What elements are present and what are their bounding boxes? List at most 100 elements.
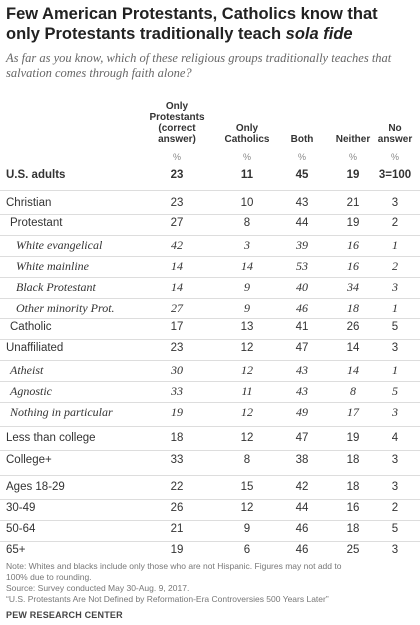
note-line: Note: Whites and blacks include only tho… bbox=[6, 561, 342, 571]
row-divider bbox=[0, 235, 420, 236]
cell-no-answer: 5 bbox=[391, 523, 399, 535]
column-header-line: Both bbox=[290, 134, 314, 145]
cell-no-answer: 5 bbox=[392, 384, 398, 398]
table-row: Other minority Prot. 27 9 46 18 1 bbox=[0, 301, 420, 317]
cell-only-catholics: 8 bbox=[243, 454, 251, 466]
cell-neither: 19 bbox=[346, 169, 360, 181]
title-italic: sola fide bbox=[285, 25, 353, 43]
table-row: Less than college 18 12 47 19 4 bbox=[0, 432, 420, 448]
cell-only-catholics: 6 bbox=[243, 544, 251, 556]
cell-both: 47 bbox=[295, 432, 309, 444]
cell-only-protestants: 30 bbox=[171, 363, 183, 377]
table-row: Atheist 30 12 43 14 1 bbox=[0, 363, 420, 379]
column-header-no-answer: No answer bbox=[360, 123, 420, 145]
table-row: 65+ 19 6 46 25 3 bbox=[0, 544, 420, 560]
cell-no-answer: 5 bbox=[391, 321, 399, 333]
table-row: U.S. adults 23 11 45 19 3=100 bbox=[0, 169, 420, 185]
note-line: 100% due to rounding. bbox=[6, 572, 92, 582]
table-row: Black Protestant 14 9 40 34 3 bbox=[0, 280, 420, 296]
row-label: 50-64 bbox=[6, 523, 36, 535]
row-label: Atheist bbox=[10, 363, 44, 377]
row-label: White mainline bbox=[16, 259, 89, 273]
table-row: Protestant 27 8 44 19 2 bbox=[0, 217, 420, 233]
cell-only-protestants: 33 bbox=[171, 384, 183, 398]
row-divider bbox=[0, 520, 420, 521]
cell-neither: 16 bbox=[347, 259, 359, 273]
cell-only-catholics: 12 bbox=[240, 502, 254, 514]
table-row: 50-64 21 9 46 18 5 bbox=[0, 523, 420, 539]
row-divider bbox=[0, 541, 420, 542]
table-row: Catholic 17 13 41 26 5 bbox=[0, 321, 420, 337]
cell-neither: 16 bbox=[346, 502, 360, 514]
cell-neither: 18 bbox=[346, 481, 360, 493]
row-divider bbox=[0, 360, 420, 361]
cell-both: 49 bbox=[296, 405, 308, 419]
row-label: College+ bbox=[6, 454, 52, 466]
cell-both: 46 bbox=[296, 301, 308, 315]
table-row: White evangelical 42 3 39 16 1 bbox=[0, 238, 420, 254]
cell-only-catholics: 9 bbox=[244, 280, 250, 294]
row-label: U.S. adults bbox=[6, 169, 66, 181]
cell-both: 42 bbox=[295, 481, 309, 493]
cell-both: 39 bbox=[296, 238, 308, 252]
row-label: Christian bbox=[6, 197, 52, 209]
cell-only-protestants: 17 bbox=[170, 321, 184, 333]
cell-neither: 19 bbox=[346, 217, 360, 229]
cell-only-catholics: 14 bbox=[241, 259, 253, 273]
cell-neither: 18 bbox=[347, 301, 359, 315]
row-label: Agnostic bbox=[10, 384, 52, 398]
column-header-line: Only bbox=[165, 101, 189, 112]
cell-no-answer: 1 bbox=[392, 238, 398, 252]
row-label: Unaffiliated bbox=[6, 342, 64, 354]
cell-only-catholics: 12 bbox=[240, 432, 254, 444]
table-row: 30-49 26 12 44 16 2 bbox=[0, 502, 420, 518]
table-row: Agnostic 33 11 43 8 5 bbox=[0, 384, 420, 400]
cell-only-protestants: 23 bbox=[170, 342, 184, 354]
cell-only-protestants: 19 bbox=[170, 544, 184, 556]
cell-neither: 8 bbox=[350, 384, 356, 398]
row-label: White evangelical bbox=[16, 238, 103, 252]
cell-neither: 21 bbox=[346, 197, 360, 209]
column-header-line: (correct bbox=[158, 123, 196, 134]
cell-no-answer: 2 bbox=[392, 259, 398, 273]
column-header-line: Catholics bbox=[224, 134, 270, 145]
cell-only-protestants: 18 bbox=[170, 432, 184, 444]
cell-neither: 18 bbox=[346, 523, 360, 535]
percent-unit-label: % bbox=[242, 152, 251, 162]
cell-no-answer: 3 bbox=[391, 342, 399, 354]
cell-both: 44 bbox=[295, 217, 309, 229]
cell-only-protestants: 26 bbox=[170, 502, 184, 514]
chart-subtitle: As far as you know, which of these relig… bbox=[6, 51, 392, 80]
column-header-neither: Neither bbox=[318, 134, 388, 145]
cell-both: 44 bbox=[295, 502, 309, 514]
table-row: College+ 33 8 38 18 3 bbox=[0, 454, 420, 470]
cell-no-answer: 4 bbox=[391, 432, 399, 444]
table-row: Nothing in particular 19 12 49 17 3 bbox=[0, 405, 420, 421]
cell-both: 43 bbox=[296, 363, 308, 377]
row-label: Ages 18-29 bbox=[6, 481, 65, 493]
cell-no-answer: 3 bbox=[391, 197, 399, 209]
column-header-line: No bbox=[388, 123, 402, 134]
percent-unit-label: % bbox=[390, 152, 399, 162]
chart-title: Few American Protestants, Catholics know… bbox=[6, 5, 378, 43]
cell-only-protestants: 19 bbox=[171, 405, 183, 419]
cell-no-answer: 3 bbox=[391, 481, 399, 493]
row-label: Catholic bbox=[10, 321, 52, 333]
row-label: Protestant bbox=[10, 217, 63, 229]
cell-only-protestants: 14 bbox=[171, 259, 183, 273]
cell-only-protestants: 23 bbox=[170, 197, 184, 209]
cell-only-protestants: 27 bbox=[170, 217, 184, 229]
row-divider bbox=[0, 214, 420, 215]
row-label: Less than college bbox=[6, 432, 96, 444]
cell-only-catholics: 12 bbox=[240, 342, 254, 354]
row-divider bbox=[0, 499, 420, 500]
cell-only-protestants: 21 bbox=[170, 523, 184, 535]
row-divider bbox=[0, 381, 420, 382]
cell-neither: 14 bbox=[346, 342, 360, 354]
cell-only-protestants: 14 bbox=[171, 280, 183, 294]
cell-no-answer: 3=100 bbox=[378, 169, 412, 181]
cell-no-answer: 3 bbox=[392, 405, 398, 419]
cell-both: 40 bbox=[296, 280, 308, 294]
row-divider bbox=[0, 339, 420, 340]
row-divider bbox=[0, 277, 420, 278]
